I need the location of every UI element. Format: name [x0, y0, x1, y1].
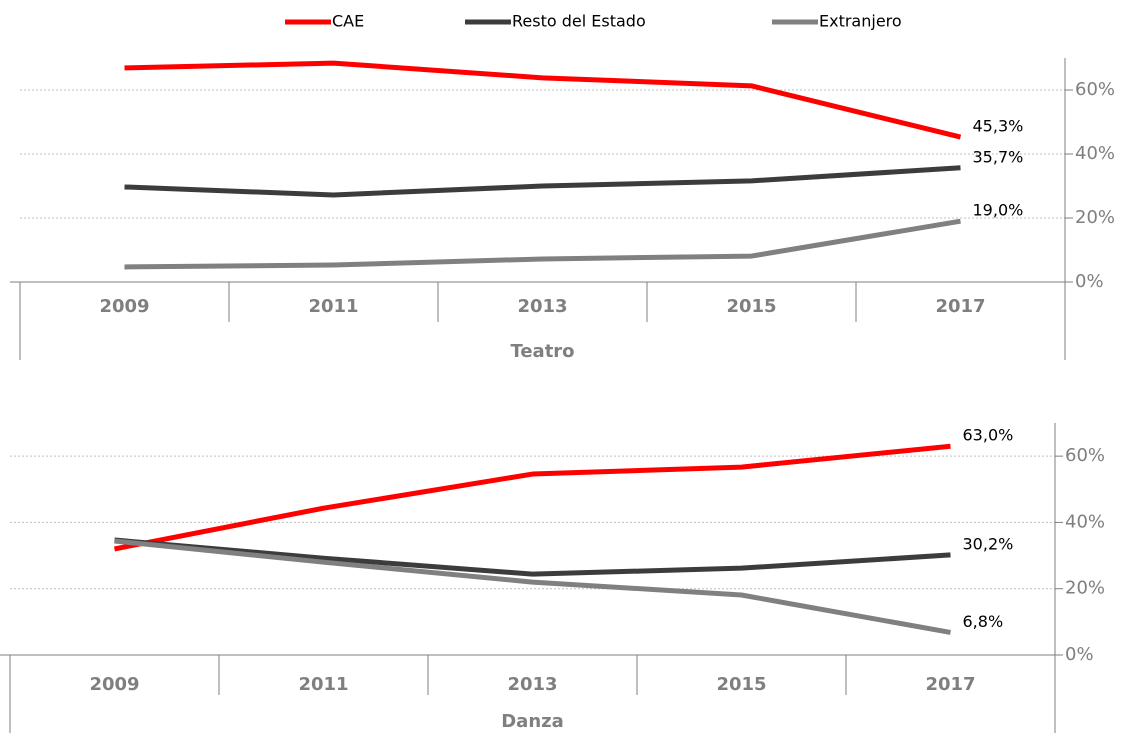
data-label: 30,2%: [963, 534, 1014, 553]
x-tick-label: 2011: [308, 296, 358, 317]
y-tick-label: 0%: [1065, 644, 1094, 665]
legend-label: CAE: [332, 12, 364, 31]
y-tick-label: 40%: [1065, 511, 1105, 532]
legend-label: Extranjero: [819, 12, 902, 31]
x-tick-label: 2017: [935, 296, 985, 317]
series-line: [124, 165, 961, 198]
x-tick-label: 2015: [716, 674, 766, 695]
data-label: 19,0%: [973, 201, 1024, 220]
x-tick-label: 2011: [298, 674, 348, 695]
group-label: Danza: [501, 711, 564, 732]
legend-label: Resto del Estado: [512, 12, 646, 31]
data-label: 45,3%: [973, 117, 1024, 136]
data-label: 63,0%: [963, 426, 1014, 445]
x-tick-label: 2009: [89, 674, 139, 695]
y-tick-label: 0%: [1075, 271, 1104, 292]
x-tick-label: 2013: [517, 296, 567, 317]
series-line: [114, 443, 951, 552]
y-tick-label: 60%: [1065, 445, 1105, 466]
series-line: [114, 538, 951, 635]
x-tick-label: 2013: [507, 674, 557, 695]
x-tick-label: 2015: [726, 296, 776, 317]
data-label: 35,7%: [973, 147, 1024, 166]
x-tick-label: 2009: [99, 296, 149, 317]
y-tick-label: 60%: [1075, 79, 1115, 100]
y-tick-label: 40%: [1075, 143, 1115, 164]
y-tick-label: 20%: [1065, 578, 1105, 599]
group-label: Teatro: [510, 341, 574, 362]
series-line: [124, 218, 961, 270]
series-line: [124, 60, 962, 140]
data-label: 6,8%: [963, 612, 1004, 631]
y-tick-label: 20%: [1075, 207, 1115, 228]
x-tick-label: 2017: [925, 674, 975, 695]
series-line: [114, 537, 951, 577]
